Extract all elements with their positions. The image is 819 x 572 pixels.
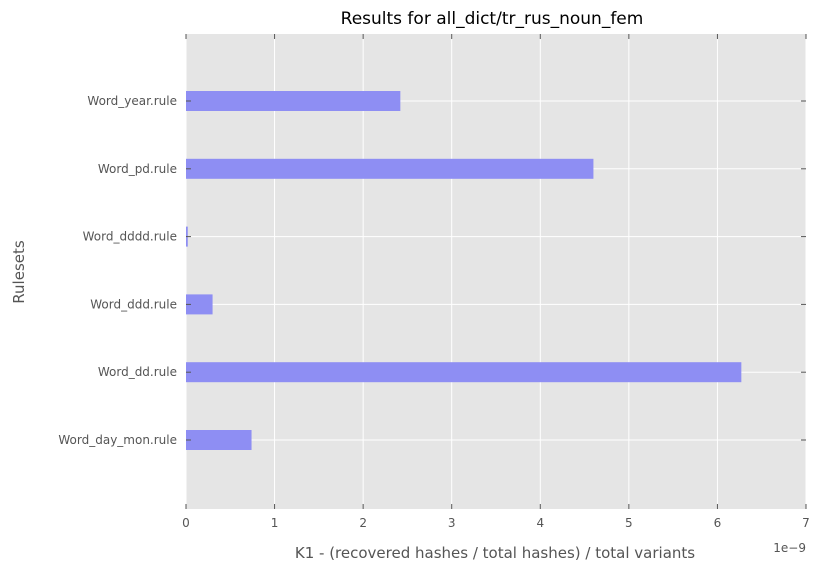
x-axis-offset-label: 1e−9 bbox=[773, 541, 806, 555]
x-tick-label: 1 bbox=[271, 516, 279, 530]
x-axis-label: K1 - (recovered hashes / total hashes) /… bbox=[295, 544, 695, 562]
y-tick-label: Word_dd.rule bbox=[98, 365, 177, 379]
x-tick-label: 7 bbox=[802, 516, 810, 530]
x-tick-label: 0 bbox=[182, 516, 190, 530]
bar bbox=[186, 158, 594, 179]
axis-ticks bbox=[185, 34, 807, 509]
y-tick-label: Word_dddd.rule bbox=[83, 230, 177, 244]
bar bbox=[186, 294, 213, 315]
bar bbox=[186, 91, 401, 111]
y-tick-label: Word_ddd.rule bbox=[90, 297, 177, 311]
y-tick-label: Word_pd.rule bbox=[98, 162, 177, 176]
chart-title: Results for all_dict/tr_rus_noun_fem bbox=[341, 9, 644, 29]
x-tick-labels: 0 1 2 3 4 5 6 7 bbox=[182, 516, 810, 530]
bar bbox=[186, 362, 742, 383]
y-axis-label: Rulesets bbox=[10, 240, 28, 304]
bar bbox=[186, 430, 252, 450]
x-tick-label: 4 bbox=[536, 516, 544, 530]
x-tick-label: 6 bbox=[714, 516, 722, 530]
x-tick-label: 2 bbox=[359, 516, 367, 530]
plot-background bbox=[186, 34, 806, 509]
y-tick-labels: Word_year.rule Word_pd.rule Word_dddd.rule… bbox=[58, 94, 177, 447]
x-tick-label: 5 bbox=[625, 516, 633, 530]
y-tick-label: Word_day_mon.rule bbox=[58, 433, 177, 447]
y-tick-label: Word_year.rule bbox=[87, 94, 177, 108]
x-tick-label: 3 bbox=[448, 516, 456, 530]
bars bbox=[186, 91, 742, 450]
